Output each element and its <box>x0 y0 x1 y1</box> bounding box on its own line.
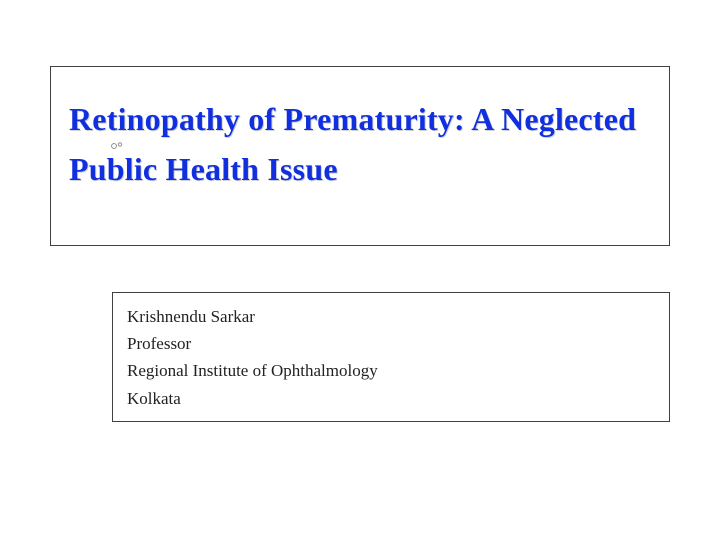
author-name: Krishnendu Sarkar <box>127 303 655 330</box>
author-city: Kolkata <box>127 385 655 412</box>
slide: Retinopathy of Prematurity: A Neglected … <box>0 0 720 540</box>
author-box: Krishnendu Sarkar Professor Regional Ins… <box>112 292 670 422</box>
author-affiliation: Regional Institute of Ophthalmology <box>127 357 655 384</box>
author-role: Professor <box>127 330 655 357</box>
title-box: Retinopathy of Prematurity: A Neglected … <box>50 66 670 246</box>
slide-title: Retinopathy of Prematurity: A Neglected … <box>69 95 651 194</box>
decorative-circles-icon <box>109 141 125 157</box>
